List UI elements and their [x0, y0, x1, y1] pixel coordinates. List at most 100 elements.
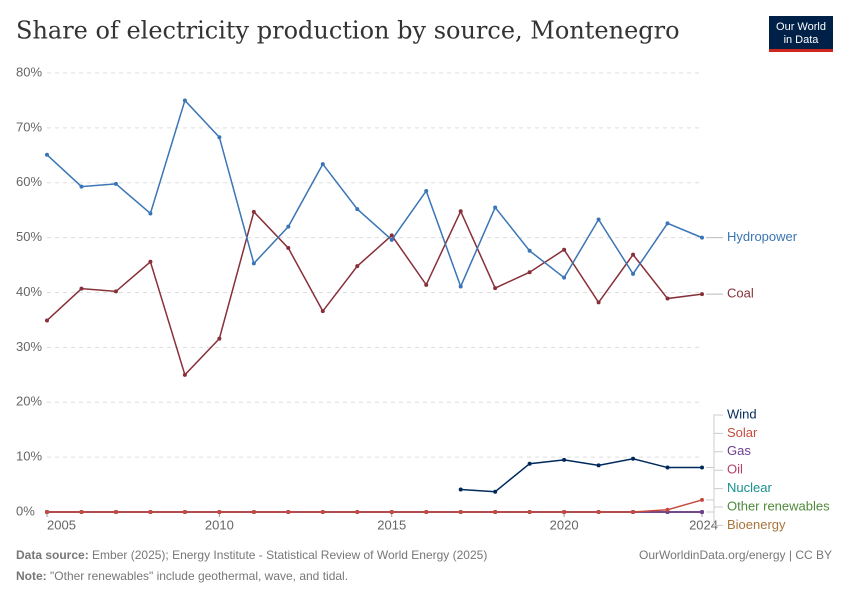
- point: [596, 300, 601, 305]
- point: [79, 286, 84, 291]
- x-tick-label: 2015: [377, 517, 406, 532]
- point: [148, 211, 153, 216]
- point: [45, 318, 49, 323]
- point: [148, 510, 153, 514]
- point: [527, 270, 532, 275]
- source: Data source: Ember (2025); Energy Instit…: [16, 548, 487, 562]
- legend-label: Nuclear: [727, 480, 772, 495]
- point: [113, 181, 118, 186]
- point: [665, 221, 670, 226]
- logo-text: Our World: [776, 21, 826, 33]
- source-label: Data source:: [16, 548, 89, 562]
- point: [665, 465, 670, 470]
- point: [45, 510, 49, 514]
- logo: [769, 16, 833, 52]
- x-tick-label: 2005: [47, 517, 76, 532]
- y-tick-label: 70%: [16, 119, 42, 134]
- y-tick-label: 40%: [16, 284, 42, 299]
- url: OurWorldinData.org/energy | CC BY: [639, 548, 832, 562]
- series-line: [47, 499, 703, 513]
- point: [113, 510, 118, 514]
- point: [458, 284, 463, 289]
- point: [562, 457, 567, 462]
- y-tick-label: 10%: [16, 449, 42, 464]
- point: [217, 510, 222, 514]
- point: [527, 248, 532, 253]
- point: [251, 261, 256, 266]
- point: [424, 188, 429, 193]
- point: [700, 497, 704, 502]
- point: [631, 271, 636, 276]
- point: [458, 209, 463, 214]
- point: [631, 510, 636, 514]
- point: [596, 217, 601, 222]
- point: [182, 372, 187, 377]
- legend-label: Oil: [727, 462, 743, 477]
- series-line: [460, 458, 702, 493]
- point: [251, 209, 256, 214]
- point: [665, 507, 670, 512]
- point: [45, 152, 49, 157]
- point: [700, 465, 704, 470]
- point: [493, 510, 498, 514]
- label-connector: [706, 511, 723, 526]
- point: [182, 510, 187, 514]
- point: [562, 247, 567, 252]
- y-tick-label: 80%: [16, 64, 42, 79]
- x-tick-label: 2024: [689, 517, 718, 532]
- point: [631, 456, 636, 461]
- point: [320, 510, 325, 514]
- point: [562, 510, 567, 514]
- point: [389, 510, 394, 514]
- point: [389, 237, 394, 242]
- point: [631, 252, 636, 257]
- x-tick-label: 2010: [205, 517, 234, 532]
- point: [527, 461, 532, 466]
- legend-label: Coal: [727, 286, 754, 301]
- point: [251, 510, 256, 514]
- point: [355, 264, 360, 269]
- logo-bar: [769, 49, 833, 52]
- point: [389, 233, 394, 238]
- point: [493, 489, 498, 494]
- label-connector: [706, 506, 723, 513]
- point: [320, 162, 325, 167]
- legend-label: Other renewables: [727, 498, 830, 513]
- point: [79, 510, 84, 514]
- legend-label: Hydropower: [727, 229, 798, 244]
- point: [424, 510, 429, 514]
- y-tick-label: 20%: [16, 394, 42, 409]
- point: [527, 510, 532, 514]
- source-text: Ember (2025); Energy Institute - Statist…: [92, 548, 487, 562]
- point: [320, 309, 325, 314]
- logo-text: in Data: [784, 34, 820, 46]
- note: Note: "Other renewables" include geother…: [16, 569, 348, 583]
- y-tick-label: 0%: [16, 503, 35, 518]
- note-text: "Other renewables" include geothermal, w…: [50, 569, 348, 583]
- series-line: [46, 98, 703, 289]
- chart-title: Share of electricity production by sourc…: [16, 17, 680, 45]
- point: [286, 224, 291, 229]
- point: [217, 336, 222, 341]
- point: [700, 510, 704, 514]
- point: [596, 510, 601, 514]
- point: [700, 292, 704, 297]
- y-tick-label: 30%: [16, 339, 42, 354]
- point: [596, 463, 601, 468]
- point: [493, 286, 498, 291]
- point: [424, 282, 429, 287]
- point: [217, 135, 222, 140]
- legend-label: Wind: [727, 406, 757, 421]
- point: [700, 235, 704, 240]
- point: [665, 296, 670, 301]
- point: [286, 510, 291, 514]
- point: [286, 246, 291, 251]
- legend-label: Bioenergy: [727, 517, 786, 532]
- point: [113, 289, 118, 294]
- legend-label: Gas: [727, 443, 751, 458]
- point: [182, 98, 187, 103]
- point: [355, 510, 360, 514]
- y-tick-label: 50%: [16, 229, 42, 244]
- point: [355, 207, 360, 212]
